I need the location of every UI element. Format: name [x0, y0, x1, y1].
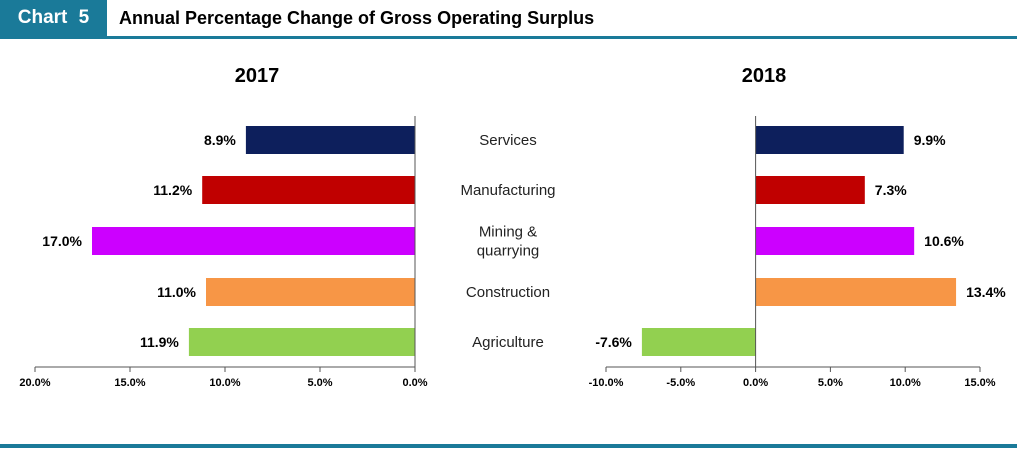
bar-2018-agriculture — [641, 328, 756, 356]
chart-number-tag: Chart 5 — [0, 0, 107, 36]
bar-2018-construction — [755, 278, 957, 306]
bar-2017-mining-quarrying — [92, 227, 415, 255]
category-label: Agriculture — [472, 334, 544, 351]
bar-2017-agriculture — [188, 328, 415, 356]
value-label-2017: 8.9% — [204, 132, 236, 148]
x-tick-label-2017: 0.0% — [402, 377, 427, 389]
x-tick-label-2017: 5.0% — [307, 377, 332, 389]
bar-2018-services — [755, 126, 904, 154]
x-tick-label-2018: -10.0% — [589, 377, 624, 389]
value-label-2018: 7.3% — [875, 182, 907, 198]
x-tick-label-2017: 15.0% — [114, 377, 145, 389]
x-tick-label-2017: 10.0% — [209, 377, 240, 389]
category-label: Manufacturing — [460, 182, 555, 199]
bar-chart: 2017 20.0% 15.0% 10.0% 5.0% 0.0% 8.9% 11.2% 17.0… — [19, 65, 1006, 389]
bar-2017-services — [245, 126, 415, 154]
value-label-2018: 13.4% — [966, 284, 1006, 300]
panel-title-2018: 2018 — [742, 65, 787, 87]
category-label: quarrying — [477, 243, 540, 260]
value-label-2017: 11.2% — [153, 182, 192, 198]
value-label-2017: 11.9% — [140, 334, 179, 350]
x-tick-label-2018: 10.0% — [890, 377, 921, 389]
value-label-2018: 9.9% — [914, 132, 946, 148]
bar-2018-manufacturing — [755, 176, 865, 204]
x-tick-label-2018: 0.0% — [743, 377, 768, 389]
category-label: Mining & — [479, 224, 537, 241]
footer-rule — [0, 444, 1017, 448]
value-label-2018: 10.6% — [924, 233, 964, 249]
value-label-2018: -7.6% — [595, 334, 632, 350]
x-tick-label-2018: 15.0% — [964, 377, 995, 389]
x-tick-label-2017: 20.0% — [19, 377, 50, 389]
bar-2017-construction — [206, 278, 415, 306]
x-tick-label-2018: 5.0% — [818, 377, 843, 389]
bar-2018-mining-quarrying — [755, 227, 915, 255]
x-tick-label-2018: -5.0% — [666, 377, 695, 389]
chart-header: Chart 5 Annual Percentage Change of Gros… — [0, 0, 1017, 39]
header-rule — [0, 36, 1017, 39]
value-label-2017: 11.0% — [157, 284, 196, 300]
bar-2017-manufacturing — [202, 176, 415, 204]
chart-title: Annual Percentage Change of Gross Operat… — [119, 8, 595, 28]
value-label-2017: 17.0% — [42, 233, 82, 249]
category-label: Construction — [466, 284, 550, 301]
panel-title-2017: 2017 — [235, 65, 280, 87]
category-label: Services — [479, 132, 537, 149]
